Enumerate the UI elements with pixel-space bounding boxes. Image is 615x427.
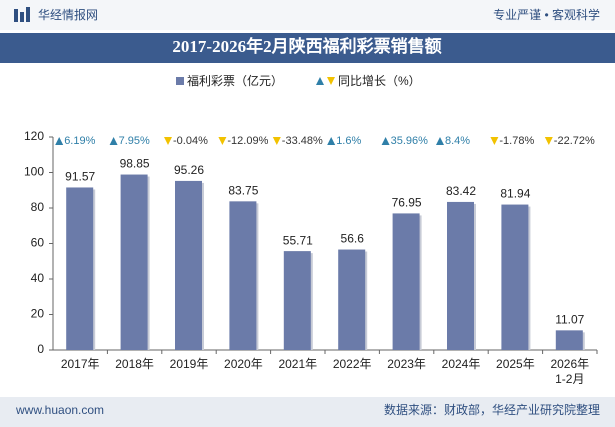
value-label: 98.85	[120, 157, 150, 171]
value-label: 91.57	[65, 170, 95, 184]
x-tick-label: 2022年	[332, 357, 372, 371]
x-tick-label: 2026年 1-2月	[550, 357, 590, 386]
footer-band	[0, 397, 615, 427]
x-tick-label: 2023年	[387, 357, 426, 371]
growth-marker	[55, 137, 64, 145]
growth-label: 7.95%	[119, 135, 150, 147]
growth-label: -22.72%	[554, 135, 595, 147]
x-tick-label: 2019年	[169, 357, 209, 371]
x-tick-label: 2020年	[224, 357, 263, 371]
x-tick-label: 2024年	[441, 357, 481, 371]
value-label: 83.75	[228, 184, 258, 198]
growth-label: -0.04%	[173, 135, 208, 147]
value-label: 11.07	[555, 313, 584, 327]
bar	[229, 201, 257, 350]
legend-swatch	[176, 77, 184, 85]
growth-label: 35.96%	[391, 135, 429, 147]
growth-marker	[316, 77, 324, 85]
bar	[66, 187, 94, 350]
x-tick-label: 2018年	[115, 357, 154, 371]
value-label: 55.71	[283, 233, 313, 247]
x-tick-label: 2017年	[60, 357, 100, 371]
bar	[501, 204, 529, 350]
bar	[392, 213, 420, 350]
y-tick-label: 120	[24, 129, 44, 143]
growth-marker	[272, 137, 281, 145]
growth-marker	[327, 137, 336, 145]
bar	[120, 174, 148, 350]
x-tick-label: 2021年	[278, 357, 318, 371]
footer-source: 数据来源：财政部，华经产业研究院整理	[384, 402, 600, 417]
y-tick-label: 80	[31, 200, 45, 214]
logo	[20, 12, 24, 22]
slogan: 专业严谨 • 客观科学	[493, 7, 600, 22]
y-tick-label: 20	[31, 307, 45, 321]
value-label: 95.26	[174, 163, 204, 177]
y-tick-label: 0	[37, 342, 44, 356]
growth-marker	[327, 77, 335, 85]
bar	[283, 251, 311, 350]
bar	[338, 249, 366, 350]
growth-marker	[490, 137, 499, 145]
bar	[175, 180, 202, 350]
growth-marker	[109, 137, 118, 145]
y-tick-label: 100	[24, 165, 44, 179]
growth-marker	[218, 137, 227, 145]
header-band	[0, 0, 615, 30]
logo	[14, 9, 18, 22]
chart-title: 2017-2026年2月陕西福利彩票销售额	[172, 36, 441, 56]
y-tick-label: 60	[31, 236, 45, 250]
footer-url: www.huaon.com	[15, 403, 104, 417]
growth-label: 1.6%	[336, 135, 361, 147]
brand: 华经情报网	[38, 7, 98, 22]
value-label: 76.95	[392, 196, 422, 210]
growth-label: 6.19%	[64, 135, 95, 147]
legend-label: 福利彩票（亿元）	[187, 73, 283, 88]
growth-label: -1.78%	[499, 135, 534, 147]
value-label: 81.94	[500, 187, 530, 201]
bar	[555, 330, 583, 350]
value-label: 56.6	[341, 232, 365, 246]
legend-label: 同比增长（%）	[338, 74, 421, 88]
title-band	[0, 33, 615, 63]
logo	[26, 7, 30, 22]
growth-marker	[544, 137, 553, 145]
value-label: 83.42	[446, 184, 476, 198]
growth-label: -12.09%	[227, 135, 268, 147]
bar	[447, 201, 474, 350]
growth-marker	[164, 137, 172, 145]
x-tick-label: 2025年	[496, 357, 535, 371]
y-tick-label: 40	[31, 271, 45, 285]
growth-marker	[436, 137, 444, 145]
growth-label: 8.4%	[445, 135, 470, 147]
growth-marker	[381, 137, 390, 145]
growth-label: -33.48%	[282, 135, 323, 147]
